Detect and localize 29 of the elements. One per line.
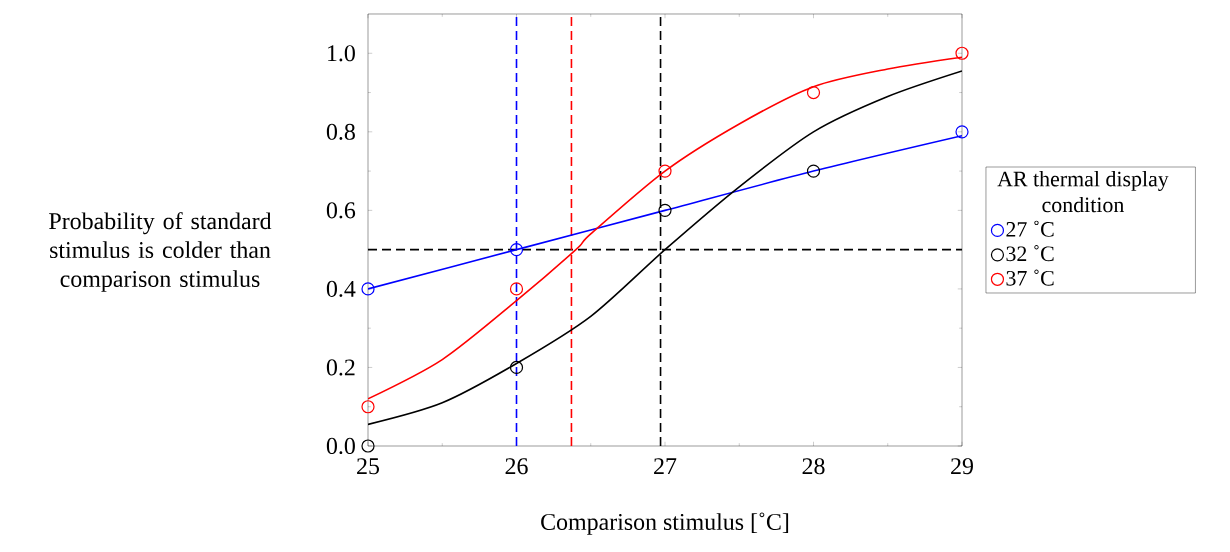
point [955, 125, 969, 139]
point [509, 282, 524, 296]
legend-label: 27 ˚C [1006, 220, 1054, 237]
point [658, 203, 672, 217]
y-tick-label: 0.6 [326, 202, 356, 219]
point [806, 164, 821, 178]
y-tick-label: 0.8 [326, 123, 355, 140]
y-tick-label: 0.0 [326, 437, 355, 455]
x-tick-label: 25 [357, 458, 380, 475]
y-tick-label: 0.2 [326, 359, 355, 376]
x-tick-label: 28 [802, 458, 825, 475]
x-tick-label: 29 [951, 458, 973, 475]
point [658, 164, 672, 178]
point [361, 400, 375, 414]
point [509, 360, 524, 375]
point [361, 439, 375, 453]
x-tick-label: 26 [505, 458, 528, 475]
legend-label: 32 ˚C [1006, 245, 1054, 262]
point [361, 282, 375, 296]
y-tick-label: 1.0 [328, 45, 355, 62]
y-tick-label: 0.4 [326, 280, 356, 298]
x-axis-title: Comparison stimulus [˚C] [541, 512, 789, 535]
point [806, 85, 821, 100]
legend-title: AR thermal display condition [997, 170, 1169, 213]
point [955, 46, 969, 60]
x-tick-label: 27 [654, 458, 677, 474]
legend-label: 37 ˚C [1006, 269, 1054, 286]
point [509, 243, 524, 257]
y-axis-title: Probability of standard stimulus is colder than comparison stimulus [49, 212, 272, 292]
